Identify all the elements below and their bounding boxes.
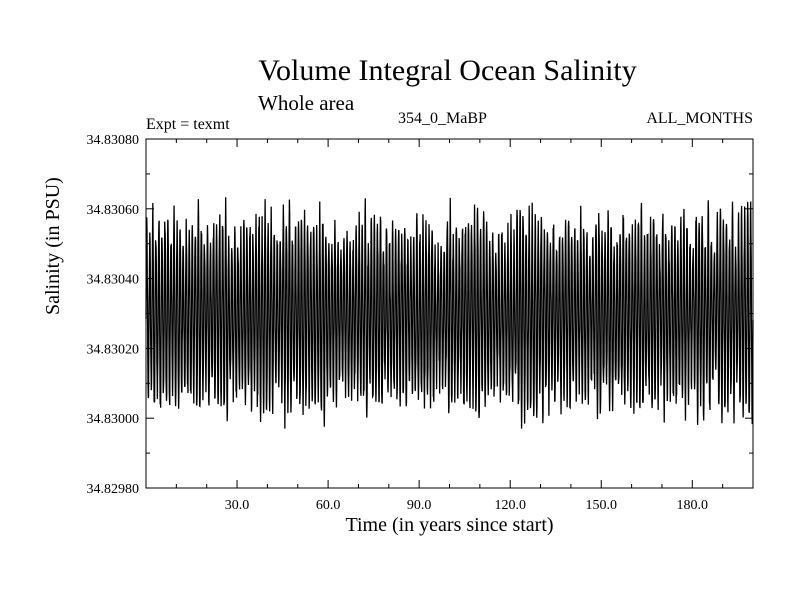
- x-tick-label: 60.0: [316, 498, 341, 513]
- y-tick-label: 34.83080: [87, 133, 140, 148]
- x-tick-label: 180.0: [677, 498, 709, 513]
- y-axis-label: Salinity (in PSU): [42, 177, 64, 315]
- months-label: ALL_MONTHS: [646, 110, 753, 127]
- x-ticks: 30.0 60.0 90.0 120.0 150.0 180.0: [175, 139, 724, 513]
- x-tick-label: 120.0: [494, 498, 526, 513]
- chart-title: Volume Integral Ocean Salinity: [258, 54, 637, 87]
- x-axis-label: Time (in years since start): [345, 514, 554, 536]
- x-tick-label: 90.0: [407, 498, 432, 513]
- experiment-label: Expt = texmt: [146, 116, 230, 133]
- y-axis-label-wrap: Salinity (in PSU): [42, 0, 66, 600]
- y-tick-label: 34.82980: [87, 482, 140, 497]
- run-label: 354_0_MaBP: [398, 110, 487, 127]
- x-tick-label: 30.0: [225, 498, 250, 513]
- x-tick-label: 150.0: [586, 498, 618, 513]
- y-tick-label: 34.83000: [87, 412, 140, 427]
- y-tick-label: 34.83040: [87, 273, 140, 288]
- y-tick-label: 34.83060: [87, 203, 140, 218]
- salinity-series-line: [145, 197, 754, 429]
- plot-frame: [145, 138, 754, 489]
- y-ticks: 34.82980 34.83000 34.83020 34.83040 34.83060…: [87, 133, 753, 497]
- y-tick-label: 34.83020: [87, 342, 140, 357]
- chart-subtitle: Whole area: [258, 91, 355, 115]
